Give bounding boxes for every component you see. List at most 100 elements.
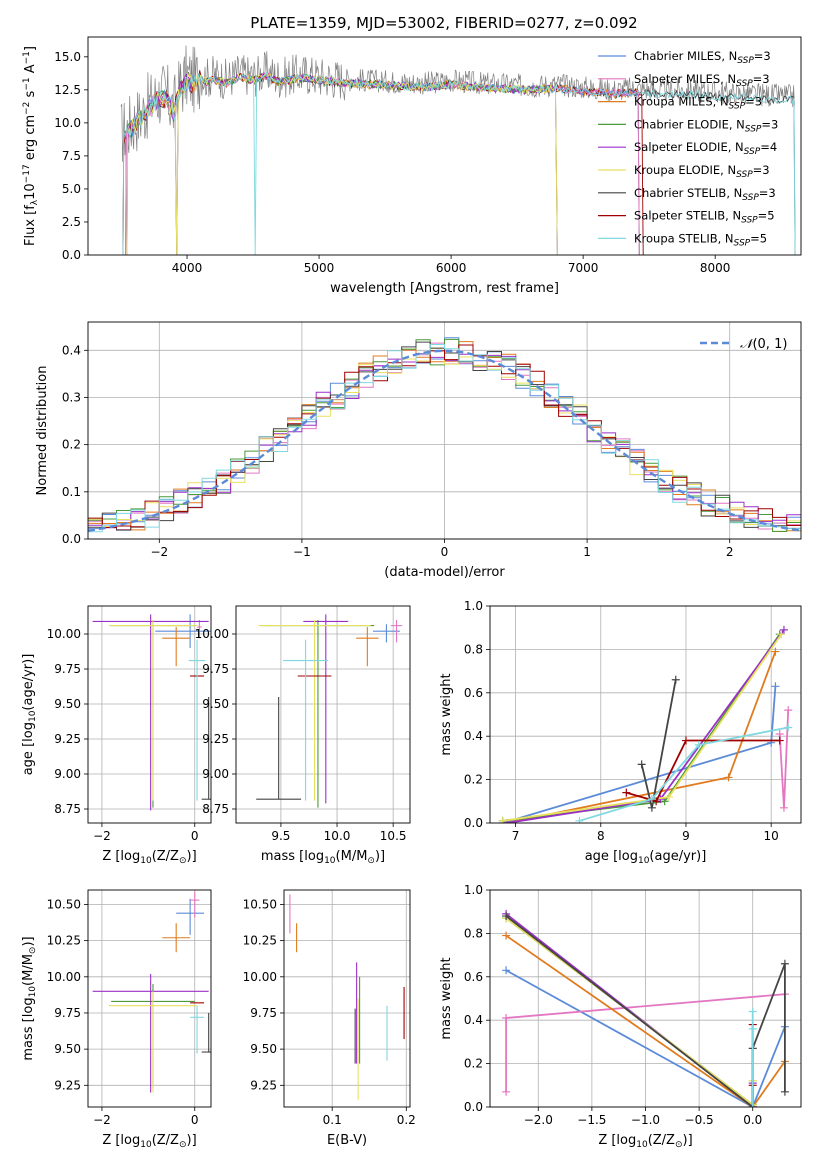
legend-entry: Chabrier MILES, NSSP=3 <box>634 49 771 66</box>
spectrum-model-line <box>126 71 558 255</box>
y-tick-label: 9.25 <box>54 732 81 746</box>
normal-curve <box>88 349 801 532</box>
x-axis-label: Z [log10(Z/Z⊙)] <box>102 1133 196 1150</box>
y-axis-label: Flux [fλ10−17 erg cm−2 s−1 A−1] <box>22 46 40 246</box>
legend-entry: Salpeter MILES, NSSP=3 <box>634 72 770 89</box>
y-tick-label: 0.2 <box>464 1057 483 1071</box>
plot-area <box>92 891 211 1093</box>
weight-marker <box>502 912 511 921</box>
axes-mass-vs-Z: −2 0 9.25 9.50 9.75 10.00 10.25 10.50 Z [log10(Z… <box>21 889 212 1150</box>
weight-marker <box>771 647 780 656</box>
x-tick-label: 7000 <box>568 261 599 275</box>
y-tick-label: 10.00 <box>47 970 81 984</box>
weight-line <box>778 710 790 808</box>
x-tick-label: 0 <box>191 1113 199 1127</box>
y-axis-label: Normed distribution <box>35 366 50 496</box>
y-tick-label: 0.6 <box>464 686 483 700</box>
x-tick-label: −0.5 <box>685 1113 714 1127</box>
spectrum-model-line <box>125 71 640 255</box>
y-tick-label: 9.25 <box>250 1078 277 1092</box>
legend-entry: Chabrier ELODIE, NSSP=3 <box>634 117 778 134</box>
axes-frame <box>235 605 411 824</box>
y-tick-label: 8.75 <box>54 802 81 816</box>
legend-entry: Kroupa MILES, NSSP=3 <box>634 95 762 112</box>
figure-title: PLATE=1359, MJD=53002, FIBERID=0277, z=0… <box>250 14 637 32</box>
y-tick-label: 10.00 <box>47 627 81 641</box>
spectrum-model-line <box>126 70 558 255</box>
weight-marker <box>637 760 646 769</box>
x-axis-label: age [log10(age/yr)] <box>585 849 707 866</box>
axes-frame <box>87 321 802 540</box>
y-axis-label: mass weight <box>439 957 454 1039</box>
y-tick-label: 5.0 <box>62 182 81 196</box>
weight-marker <box>775 736 784 745</box>
y-tick-label: 9.00 <box>202 767 229 781</box>
y-tick-label: 15.0 <box>54 50 81 64</box>
y-tick-label: 10.0 <box>54 116 81 130</box>
weight-marker <box>780 959 789 968</box>
y-tick-label: 0.2 <box>464 773 483 787</box>
y-tick-label: 10.50 <box>47 897 81 911</box>
weight-line <box>502 633 783 822</box>
x-tick-label: 2 <box>726 545 734 559</box>
y-tick-label: 9.50 <box>54 1042 81 1056</box>
plot-area <box>88 337 801 533</box>
weight-marker <box>647 795 656 804</box>
weight-marker <box>502 1087 511 1096</box>
x-tick-label: 7 <box>512 829 520 843</box>
weight-marker <box>498 816 507 823</box>
x-tick-label: −1.0 <box>631 1113 660 1127</box>
x-tick-label: −1.5 <box>577 1113 606 1127</box>
axes-mass-vs-ebv: 0.1 0.2 9.25 9.50 9.75 10.00 10.25 10.50 E(B-V) <box>243 889 416 1148</box>
weight-marker <box>502 931 511 940</box>
y-tick-label: 0.2 <box>62 438 81 452</box>
legend-entry: Salpeter STELIB, NSSP=5 <box>634 209 775 226</box>
y-tick-label: 9.75 <box>250 1006 277 1020</box>
y-tick-label: 0.4 <box>464 729 483 743</box>
legend: Chabrier MILES, NSSP=3 Salpeter MILES, NS… <box>598 49 778 248</box>
y-axis-label: mass weight <box>439 673 454 755</box>
spectrum-model-line <box>122 70 796 255</box>
weight-line <box>579 726 789 822</box>
x-axis-label: E(B-V) <box>327 1133 367 1148</box>
y-tick-label: 10.00 <box>243 970 277 984</box>
weight-line <box>502 633 781 822</box>
y-tick-label: 0.0 <box>62 248 81 262</box>
y-tick-label: 10.50 <box>243 897 277 911</box>
y-tick-label: 9.25 <box>202 732 229 746</box>
axes-frame <box>489 889 802 1108</box>
weight-marker <box>724 773 733 782</box>
y-tick-label: 0.6 <box>464 970 483 984</box>
axes-age-vs-mass: 9.5 10.0 10.5 8.75 9.00 9.25 9.50 9.75 10.00 mass… <box>195 605 411 866</box>
x-tick-label: −2 <box>150 545 168 559</box>
x-tick-label: 9.5 <box>271 829 290 843</box>
y-tick-label: 0.0 <box>464 1100 483 1114</box>
y-tick-label: 0.1 <box>62 485 81 499</box>
weight-marker <box>784 723 793 732</box>
y-tick-label: 7.5 <box>62 149 81 163</box>
y-axis-label: age [log10(age/yr)] <box>21 654 38 776</box>
x-tick-label: 4000 <box>172 261 203 275</box>
x-tick-label: 8000 <box>700 261 731 275</box>
x-tick-label: 9 <box>682 829 690 843</box>
weight-marker <box>652 797 661 806</box>
axes-frame <box>87 889 212 1108</box>
y-tick-label: 8.75 <box>202 802 229 816</box>
plot-area <box>289 894 405 1100</box>
x-tick-label: 0 <box>191 829 199 843</box>
weight-marker <box>660 797 669 806</box>
spectrum-model-line <box>125 72 640 255</box>
weight-marker <box>502 1014 511 1023</box>
y-axis-label: mass [log10(M/M⊙)] <box>21 936 38 1060</box>
x-axis-label: (data-model)/error <box>384 565 505 580</box>
spectrum-model-line <box>122 70 644 255</box>
x-tick-label: 8 <box>597 829 605 843</box>
weight-line <box>505 934 786 1107</box>
weight-marker <box>664 792 673 801</box>
y-tick-label: 2.5 <box>62 215 81 229</box>
x-axis-label: mass [log10(M/M⊙)] <box>261 849 385 866</box>
y-tick-label: 1.0 <box>464 599 483 613</box>
weight-marker <box>694 740 703 749</box>
axes-frame <box>87 36 802 256</box>
y-tick-label: 9.00 <box>54 767 81 781</box>
